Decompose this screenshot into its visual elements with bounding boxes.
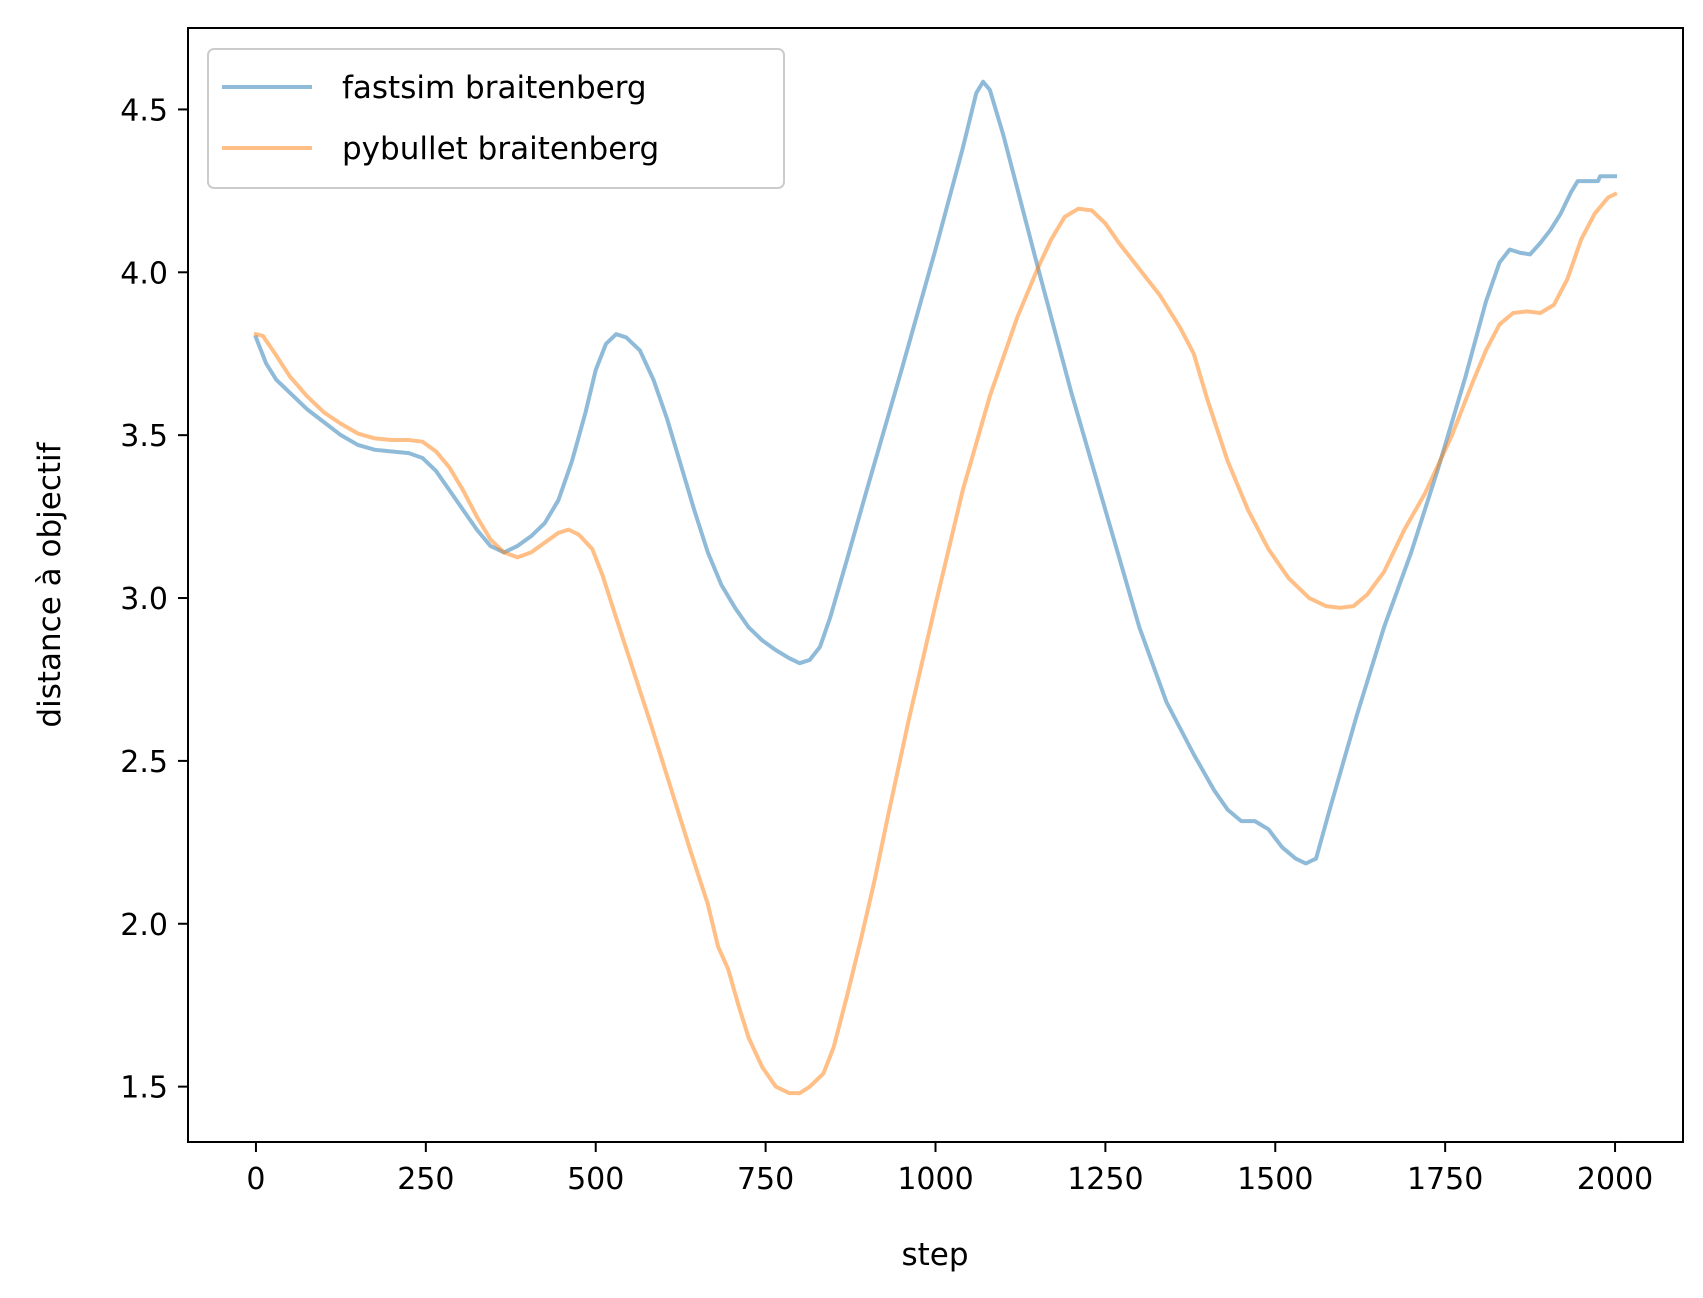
y-axis-label: distance à objectif [32, 441, 68, 727]
y-tick-label: 1.5 [120, 1071, 168, 1106]
y-tick-label: 2.0 [120, 908, 168, 943]
series-layer [253, 79, 1618, 1096]
y-tick-label: 2.5 [120, 745, 168, 780]
x-tick-label: 1500 [1237, 1162, 1313, 1197]
legend: fastsim braitenberg pybullet braitenberg [207, 48, 785, 189]
plot-area [188, 28, 1683, 1142]
x-tick-label: 1000 [897, 1162, 973, 1197]
series-line-pybullet [253, 191, 1618, 1096]
x-tick-label: 0 [246, 1162, 265, 1197]
series-line-fastsim [253, 79, 1618, 866]
x-tick-label: 1250 [1067, 1162, 1143, 1197]
x-tick-label: 750 [737, 1162, 794, 1197]
x-tick-label: 1750 [1407, 1162, 1483, 1197]
x-axis-label: step [901, 1237, 968, 1273]
y-tick-label: 3.0 [120, 582, 168, 617]
y-axis-ticks: 1.5 2.0 2.5 3.0 3.5 4.0 4.5 [120, 93, 188, 1106]
x-tick-label: 500 [567, 1162, 624, 1197]
y-tick-label: 4.0 [120, 256, 168, 291]
legend-label-fastsim: fastsim braitenberg [342, 70, 647, 106]
legend-label-pybullet: pybullet braitenberg [342, 131, 659, 167]
x-tick-label: 250 [397, 1162, 454, 1197]
legend-box [207, 48, 785, 189]
y-tick-label: 3.5 [120, 419, 168, 454]
x-axis-ticks: 0 250 500 750 1000 1250 1500 1750 2000 [246, 1142, 1653, 1197]
x-tick-label: 2000 [1577, 1162, 1653, 1197]
y-tick-label: 4.5 [120, 93, 168, 128]
